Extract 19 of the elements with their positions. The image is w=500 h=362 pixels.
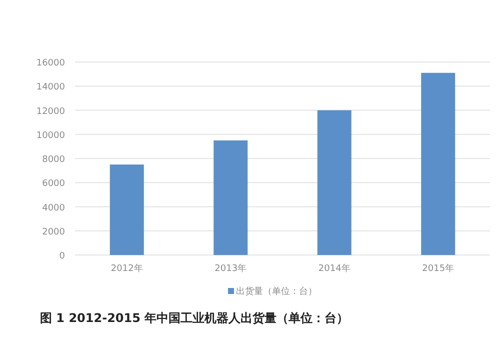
y-tick-label: 12000 (36, 106, 66, 117)
y-tick-label: 4000 (42, 203, 66, 214)
bar (214, 140, 248, 255)
x-tick-label: 2014年 (318, 263, 350, 274)
x-tick-label: 2013年 (214, 263, 247, 274)
x-tick-label: 2015年 (422, 263, 454, 274)
bar (421, 72, 456, 255)
y-tick-label: 10000 (36, 130, 66, 141)
x-tick-label: 2012年 (110, 263, 143, 274)
y-tick-label: 8000 (42, 155, 66, 165)
caption: 图 1 2012-2015 年中国工业机器人出货量（单位：台） (40, 311, 349, 325)
y-tick-label: 6000 (42, 179, 66, 190)
y-tick-label: 2000 (42, 227, 66, 238)
bar (110, 164, 144, 255)
bar (317, 110, 352, 255)
y-tick-label: 0 (59, 252, 66, 262)
y-tick-label: 16000 (36, 58, 66, 68)
y-tick-label: 14000 (36, 82, 66, 93)
legend-label: 出货量（单位：台） (236, 286, 317, 297)
